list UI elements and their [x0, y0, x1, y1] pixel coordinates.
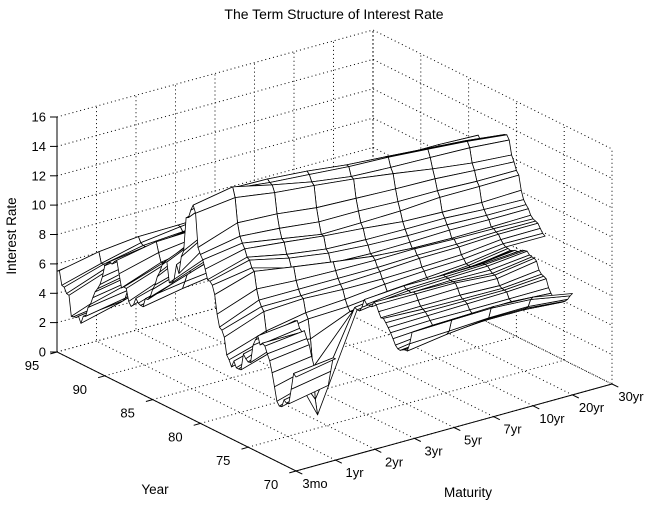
grid-line: [214, 73, 455, 428]
x-axis-label: Year: [141, 482, 169, 497]
grid-line: [96, 106, 336, 461]
maturity-tick-label: 1yr: [345, 465, 364, 480]
grid-line: [56, 30, 374, 353]
axis-line: [414, 437, 422, 442]
maturity-tick-label: 3yr: [424, 443, 443, 458]
surface-mesh: [56, 134, 573, 416]
axis-line: [241, 446, 249, 450]
grid-line: [295, 149, 613, 472]
year-tick-label: 75: [216, 453, 230, 468]
axis-line: [289, 470, 297, 474]
z-tick-label: 8: [39, 227, 46, 242]
maturity-tick-label: 10yr: [539, 411, 565, 426]
axis-line: [335, 459, 343, 464]
z-tick-label: 10: [32, 198, 46, 213]
axis-line: [493, 416, 501, 421]
grid-line: [372, 30, 613, 385]
maturity-tick-label: 30yr: [618, 389, 644, 404]
year-tick-label: 90: [73, 382, 87, 397]
year-tick-label: 95: [25, 358, 39, 373]
grid-line: [56, 29, 613, 150]
grid-line: [248, 125, 565, 448]
year-tick-label: 85: [120, 406, 134, 421]
grid-line: [175, 84, 415, 439]
axis-line: [97, 375, 105, 379]
grid-line: [135, 95, 376, 450]
mesh-quad: [249, 257, 292, 269]
z-tick-label: 2: [39, 315, 46, 330]
grid-line: [56, 58, 613, 179]
y-axis-label: Maturity: [444, 485, 492, 500]
z-tick-label: 0: [39, 345, 46, 360]
z-tick-label: 6: [39, 256, 46, 271]
maturity-tick-label: 3mo: [302, 476, 327, 491]
axis-line: [532, 405, 540, 410]
year-tick-label: 70: [264, 477, 278, 492]
z-tick-label: 12: [32, 168, 46, 183]
axis-line: [374, 448, 382, 453]
mesh-quad: [293, 357, 336, 378]
axis-line: [193, 422, 201, 426]
year-tick-label: 80: [168, 429, 182, 444]
grid-line: [333, 40, 573, 396]
axis-lines: [50, 116, 619, 475]
grid-line: [254, 62, 494, 418]
axis-line: [50, 351, 58, 355]
tick-labels: 0 2 4 6 8 10 12 14 16 95 90 85 80 75 70 3mo 1yr 2yr 3yr 5yr…: [25, 110, 645, 493]
z-tick-label: 4: [39, 286, 46, 301]
maturity-tick-label: 5yr: [464, 433, 483, 448]
chart-title: The Term Structure of Interest Rate: [224, 6, 443, 22]
mesh-quad: [411, 318, 455, 333]
z-tick-label: 16: [32, 110, 46, 125]
grid-line: [104, 53, 422, 377]
maturity-tick-label: 20yr: [579, 400, 605, 415]
maturity-tick-label: 2yr: [385, 454, 404, 469]
axis-line: [572, 394, 580, 399]
z-tick-label: 14: [32, 139, 46, 154]
axis-line: [295, 470, 303, 475]
maturity-tick-label: 7yr: [503, 422, 522, 437]
axis-line: [453, 427, 461, 432]
axis-line: [611, 383, 619, 388]
z-axis-label: Interest Rate: [4, 197, 19, 274]
axis-line: [145, 399, 153, 402]
grid-line: [293, 51, 534, 407]
